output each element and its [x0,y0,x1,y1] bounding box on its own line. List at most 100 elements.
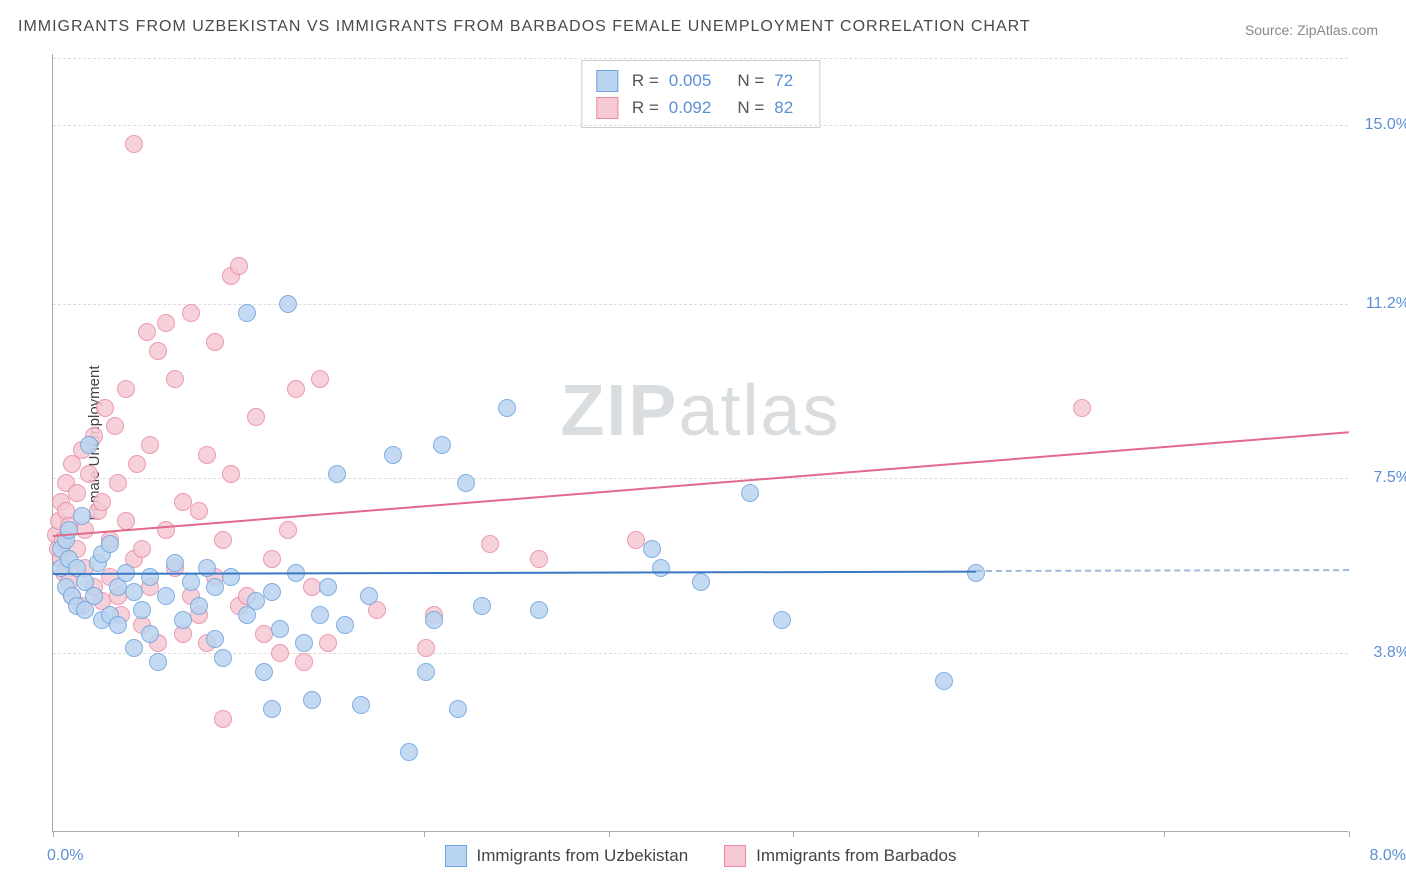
scatter-point-a [433,436,451,454]
scatter-point-a [222,568,240,586]
x-tick [609,831,610,837]
watermark-light: atlas [678,371,840,451]
scatter-point-a [157,587,175,605]
n-label-b: N = [737,94,764,121]
scatter-point-a [336,616,354,634]
scatter-point-b [80,465,98,483]
scatter-point-b [222,465,240,483]
scatter-point-b [182,304,200,322]
scatter-point-b [138,323,156,341]
scatter-point-a [384,446,402,464]
scatter-point-a [773,611,791,629]
trend-line-b [53,431,1349,537]
swatch-series-b [596,97,618,119]
x-axis-min-label: 0.0% [47,847,83,865]
y-tick-label: 15.0% [1365,116,1406,134]
y-tick-label: 3.8% [1374,644,1406,662]
scatter-point-a [206,630,224,648]
scatter-point-a [238,304,256,322]
legend-swatch-a [445,845,467,867]
gridline [53,478,1348,479]
scatter-point-b [198,446,216,464]
scatter-point-a [473,597,491,615]
scatter-point-a [417,663,435,681]
r-value-b: 0.092 [669,94,712,121]
x-tick [978,831,979,837]
scatter-point-b [117,512,135,530]
scatter-point-a [692,573,710,591]
scatter-point-a [311,606,329,624]
scatter-point-b [417,639,435,657]
scatter-point-b [174,493,192,511]
legend-swatch-b [724,845,746,867]
scatter-point-a [263,700,281,718]
scatter-point-a [360,587,378,605]
scatter-point-b [117,380,135,398]
chart-container: IMMIGRANTS FROM UZBEKISTAN VS IMMIGRANTS… [0,0,1406,892]
scatter-point-a [174,611,192,629]
stats-row-a: R = 0.005 N = 72 [596,67,805,94]
scatter-point-a [295,634,313,652]
scatter-point-a [141,625,159,643]
scatter-point-a [303,691,321,709]
n-value-b: 82 [774,94,793,121]
x-tick [238,831,239,837]
scatter-point-a [80,436,98,454]
scatter-point-b [230,257,248,275]
scatter-point-a [101,535,119,553]
scatter-point-b [627,531,645,549]
scatter-point-b [125,135,143,153]
chart-title: IMMIGRANTS FROM UZBEKISTAN VS IMMIGRANTS… [18,18,1031,36]
scatter-point-a [741,484,759,502]
x-tick [424,831,425,837]
r-label-a: R = [632,67,659,94]
scatter-point-a [133,601,151,619]
x-tick [53,831,54,837]
scatter-point-b [206,333,224,351]
scatter-point-a [400,743,418,761]
gridline [53,58,1348,59]
scatter-point-b [128,455,146,473]
scatter-point-b [214,710,232,728]
trend-line-a [53,570,976,574]
scatter-point-a [125,583,143,601]
n-value-a: 72 [774,67,793,94]
scatter-point-b [93,493,111,511]
scatter-point-a [60,521,78,539]
scatter-point-b [157,521,175,539]
scatter-point-b [157,314,175,332]
y-tick-label: 11.2% [1366,295,1406,313]
y-tick-label: 7.5% [1374,469,1406,487]
x-tick [1164,831,1165,837]
stats-row-b: R = 0.092 N = 82 [596,94,805,121]
scatter-point-a [255,663,273,681]
scatter-point-a [125,639,143,657]
gridline [53,125,1348,126]
scatter-point-b [109,474,127,492]
scatter-point-b [214,531,232,549]
x-axis-max-label: 8.0% [1370,847,1406,865]
scatter-point-a [73,507,91,525]
scatter-point-b [96,399,114,417]
scatter-point-b [263,550,281,568]
legend-item-a: Immigrants from Uzbekistan [445,845,689,867]
scatter-point-a [457,474,475,492]
scatter-point-a [149,653,167,671]
source-label: Source: ZipAtlas.com [1245,22,1378,38]
scatter-point-a [425,611,443,629]
swatch-series-a [596,70,618,92]
x-tick [793,831,794,837]
scatter-point-b [1073,399,1091,417]
scatter-point-b [279,521,297,539]
n-label-a: N = [737,67,764,94]
trend-line-a-dash [976,569,1349,572]
scatter-point-b [481,535,499,553]
scatter-point-b [106,417,124,435]
scatter-point-a [279,295,297,313]
scatter-point-b [295,653,313,671]
scatter-point-a [352,696,370,714]
watermark-bold: ZIP [560,371,678,451]
scatter-point-b [247,408,265,426]
scatter-point-b [166,370,184,388]
scatter-point-b [287,380,305,398]
